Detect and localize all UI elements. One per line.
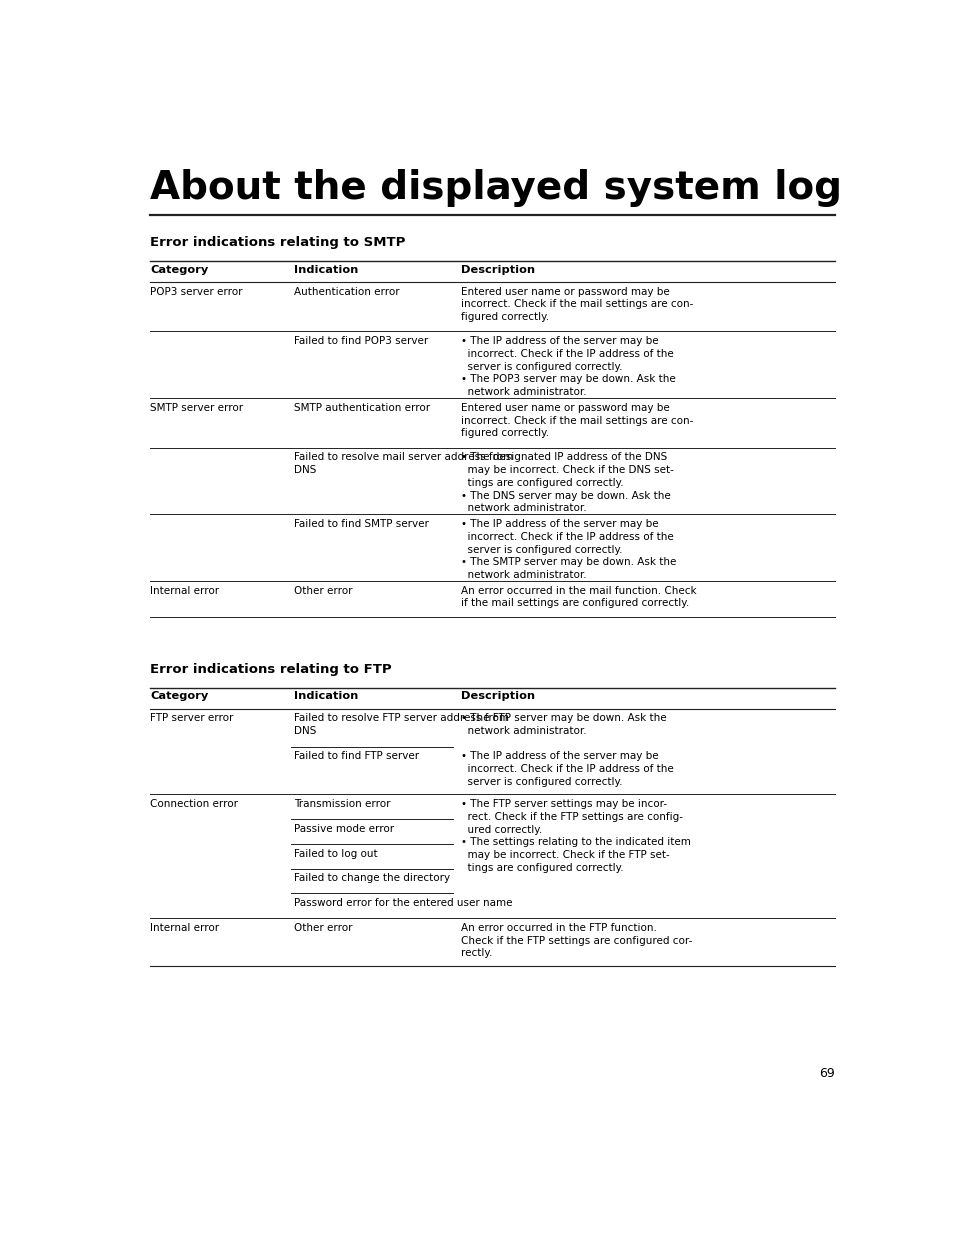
Text: Failed to find SMTP server: Failed to find SMTP server bbox=[294, 520, 429, 529]
Text: Error indications relating to FTP: Error indications relating to FTP bbox=[151, 663, 392, 675]
Text: Password error for the entered user name: Password error for the entered user name bbox=[294, 898, 513, 908]
Text: FTP server error: FTP server error bbox=[151, 714, 233, 724]
Text: Failed to log out: Failed to log out bbox=[294, 849, 377, 858]
Text: Other error: Other error bbox=[294, 923, 353, 933]
Text: Authentication error: Authentication error bbox=[294, 287, 399, 297]
Text: Indication: Indication bbox=[294, 691, 358, 701]
Text: • The IP address of the server may be
  incorrect. Check if the IP address of th: • The IP address of the server may be in… bbox=[460, 336, 675, 397]
Text: An error occurred in the FTP function.
Check if the FTP settings are configured : An error occurred in the FTP function. C… bbox=[460, 923, 692, 959]
Text: Failed to find POP3 server: Failed to find POP3 server bbox=[294, 336, 428, 346]
Text: • The designated IP address of the DNS
  may be incorrect. Check if the DNS set-: • The designated IP address of the DNS m… bbox=[460, 453, 673, 513]
Text: Category: Category bbox=[151, 265, 209, 275]
Text: Connection error: Connection error bbox=[151, 799, 238, 809]
Text: Category: Category bbox=[151, 691, 209, 701]
Text: Failed to resolve FTP server address from
DNS: Failed to resolve FTP server address fro… bbox=[294, 714, 509, 736]
Text: Failed to change the directory: Failed to change the directory bbox=[294, 873, 450, 883]
Text: SMTP authentication error: SMTP authentication error bbox=[294, 403, 430, 413]
Text: Indication: Indication bbox=[294, 265, 358, 275]
Text: • The FTP server settings may be incor-
  rect. Check if the FTP settings are co: • The FTP server settings may be incor- … bbox=[460, 799, 690, 873]
Text: Failed to find FTP server: Failed to find FTP server bbox=[294, 751, 419, 761]
Text: Description: Description bbox=[460, 265, 535, 275]
Text: • The FTP server may be down. Ask the
  network administrator.: • The FTP server may be down. Ask the ne… bbox=[460, 714, 666, 736]
Text: • The IP address of the server may be
  incorrect. Check if the IP address of th: • The IP address of the server may be in… bbox=[460, 751, 673, 787]
Text: Failed to resolve mail server address from
DNS: Failed to resolve mail server address fr… bbox=[294, 453, 513, 475]
Text: Passive mode error: Passive mode error bbox=[294, 824, 395, 834]
Text: Transmission error: Transmission error bbox=[294, 799, 391, 809]
Text: Other error: Other error bbox=[294, 585, 353, 596]
Text: An error occurred in the mail function. Check
if the mail settings are configure: An error occurred in the mail function. … bbox=[460, 585, 696, 609]
Text: Internal error: Internal error bbox=[151, 585, 219, 596]
Text: Entered user name or password may be
incorrect. Check if the mail settings are c: Entered user name or password may be inc… bbox=[460, 403, 693, 438]
Text: SMTP server error: SMTP server error bbox=[151, 403, 243, 413]
Text: • The IP address of the server may be
  incorrect. Check if the IP address of th: • The IP address of the server may be in… bbox=[460, 520, 676, 580]
Text: About the displayed system log: About the displayed system log bbox=[151, 169, 841, 208]
Text: Internal error: Internal error bbox=[151, 923, 219, 933]
Text: 69: 69 bbox=[819, 1068, 834, 1080]
Text: Entered user name or password may be
incorrect. Check if the mail settings are c: Entered user name or password may be inc… bbox=[460, 287, 693, 322]
Text: Error indications relating to SMTP: Error indications relating to SMTP bbox=[151, 236, 405, 249]
Text: Description: Description bbox=[460, 691, 535, 701]
Text: POP3 server error: POP3 server error bbox=[151, 287, 243, 297]
